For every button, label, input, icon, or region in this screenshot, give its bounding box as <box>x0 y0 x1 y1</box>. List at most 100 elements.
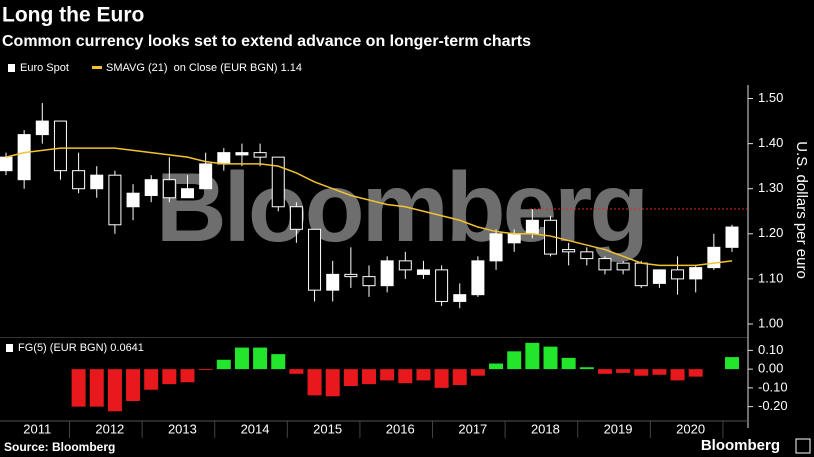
candle-body <box>326 273 340 291</box>
indicator-bar <box>525 342 540 370</box>
indicator-bar <box>107 369 122 412</box>
indicator-bar <box>343 369 358 386</box>
candle-body <box>580 251 594 260</box>
candle-body <box>72 170 86 190</box>
candle-body <box>435 269 449 302</box>
indicator-bar <box>162 369 177 385</box>
x-tick-label: 2012 <box>95 421 124 436</box>
indicator-bar <box>307 369 322 396</box>
candle-body <box>217 152 231 165</box>
candle-body <box>380 260 394 287</box>
indicator-bar <box>144 369 159 390</box>
indicator-bar <box>362 369 376 385</box>
legend-swatch <box>8 64 15 72</box>
candle-body <box>0 156 13 172</box>
candle-body <box>616 262 630 271</box>
legend-label: Euro Spot <box>20 62 69 74</box>
indicator-bar <box>434 369 449 388</box>
indicator-bar <box>470 369 485 376</box>
indicator-bar <box>579 367 594 370</box>
y-tick-label: 0.10 <box>758 342 783 357</box>
chart-subtitle: Common currency looks set to extend adva… <box>2 33 531 50</box>
indicator-bar <box>543 346 558 370</box>
indicator-bar <box>271 354 286 370</box>
candle-body <box>453 294 467 302</box>
candle-body <box>289 206 303 230</box>
x-tick-label: 2018 <box>531 421 560 436</box>
candle-body <box>17 134 31 181</box>
candle-body <box>562 249 576 253</box>
legend-swatch <box>6 344 13 352</box>
candle-body <box>689 267 703 280</box>
x-tick-label: 2013 <box>168 421 197 436</box>
candle-body <box>90 174 104 190</box>
x-tick-label: 2016 <box>386 421 415 436</box>
y-axis-label: U.S. dollars per euro <box>793 141 810 279</box>
moving-average <box>5 147 733 267</box>
indicator-bar <box>234 347 249 370</box>
candle-body <box>108 174 122 226</box>
legend-label: FG(5) (EUR BGN) 0.0641 <box>18 342 144 354</box>
y-tick-label: 1.30 <box>758 180 783 195</box>
candle-body <box>308 228 322 291</box>
indicator-bar <box>725 357 739 370</box>
indicator-bar <box>253 347 268 370</box>
candle-body <box>489 233 503 262</box>
candle-body <box>235 152 249 156</box>
indicator-bar <box>597 369 612 374</box>
logo-icon <box>795 438 811 454</box>
candle-body <box>362 276 376 287</box>
candle-body <box>344 273 358 278</box>
y-tick-label: 1.50 <box>758 90 783 105</box>
candle-body <box>634 262 648 287</box>
panel-separator <box>0 337 748 338</box>
indicator-bar <box>561 357 576 370</box>
indicator-bar <box>289 369 304 374</box>
logo: Bloomberg <box>701 437 780 454</box>
y-tick-label: 1.20 <box>758 225 783 240</box>
candle-body <box>126 192 140 208</box>
source: Source: Bloomberg <box>4 440 115 454</box>
candle-body <box>181 188 194 199</box>
candle-body <box>598 258 612 271</box>
y-tick-label: 1.40 <box>758 135 783 150</box>
indicator-bar <box>670 369 685 381</box>
x-tick-label: 2014 <box>241 421 270 436</box>
candle-body <box>471 260 485 296</box>
indicator-bar <box>380 369 395 381</box>
y-tick-label: -0.10 <box>758 379 788 394</box>
candle-body <box>162 179 176 199</box>
indicator-bar <box>216 359 231 370</box>
indicator-bar <box>180 369 195 383</box>
y-tick-label: -0.20 <box>758 398 788 413</box>
indicator-bar <box>89 369 104 407</box>
candle-body <box>671 269 685 280</box>
indicator-bar <box>198 369 213 371</box>
y-tick-label: 1.00 <box>758 315 783 330</box>
indicator-bar <box>71 369 86 407</box>
candle-body <box>398 260 412 271</box>
candle-body <box>707 246 721 269</box>
x-tick-label: 2011 <box>23 421 51 436</box>
candle-body <box>507 233 521 244</box>
candle-body <box>652 269 666 284</box>
indicator-bar <box>398 369 413 384</box>
legend-swatch <box>92 66 102 69</box>
indicator-bar <box>634 369 649 376</box>
candle-body <box>253 152 267 158</box>
x-tick-label: 2017 <box>458 421 487 436</box>
indicator-bar <box>325 369 340 397</box>
x-tick-label: 2015 <box>313 421 342 436</box>
indicator-bar <box>452 369 467 386</box>
candle-body <box>416 269 430 275</box>
candle-body <box>271 156 285 208</box>
chart-title: Long the Euro <box>2 4 144 27</box>
indicator-bar <box>126 369 141 401</box>
candle-body <box>525 219 539 235</box>
candle-body <box>199 163 213 190</box>
indicator-bar <box>507 351 522 370</box>
indicator-bar <box>416 369 431 381</box>
candle-body <box>53 120 67 172</box>
x-tick-label: 2019 <box>604 421 633 436</box>
